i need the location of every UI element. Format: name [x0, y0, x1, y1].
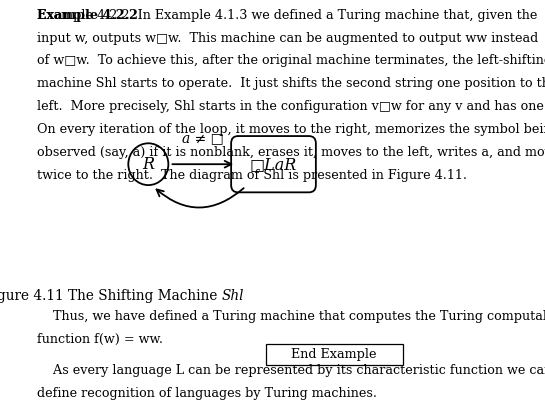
Text: observed (say, a) if it is nonblank, erases it, moves to the left, writes a, and: observed (say, a) if it is nonblank, era…: [38, 146, 545, 159]
Text: function f(w) = ww.: function f(w) = ww.: [38, 333, 164, 346]
Text: Shl: Shl: [221, 289, 244, 303]
Text: input w, outputs w□w.  This machine can be augmented to output ww instead: input w, outputs w□w. This machine can b…: [38, 32, 538, 45]
Text: On every iteration of the loop, it moves to the right, memorizes the symbol bein: On every iteration of the loop, it moves…: [38, 123, 545, 136]
Text: Figure 4.11 The Shifting Machine: Figure 4.11 The Shifting Machine: [0, 289, 221, 303]
Text: □LaR: □LaR: [250, 156, 297, 173]
Text: As every language L can be represented by its characteristic function we can: As every language L can be represented b…: [38, 364, 545, 377]
Text: Example 4.2.2  In Example 4.1.3 we defined a Turing machine that, given the: Example 4.2.2 In Example 4.1.3 we define…: [38, 9, 538, 21]
Text: of w□w.  To achieve this, after the original machine terminates, the left-shifti: of w□w. To achieve this, after the origi…: [38, 54, 545, 68]
Text: R: R: [142, 156, 154, 173]
Text: End Example: End Example: [292, 348, 377, 361]
Text: machine Shl starts to operate.  It just shifts the second string one position to: machine Shl starts to operate. It just s…: [38, 77, 545, 90]
Text: twice to the right.  The diagram of Shl is presented in Figure 4.11.: twice to the right. The diagram of Shl i…: [38, 169, 468, 182]
Text: left.  More precisely, Shl starts in the configuration v□w for any v and has one: left. More precisely, Shl starts in the …: [38, 100, 545, 113]
Text: Example 4.2.2: Example 4.2.2: [38, 9, 138, 21]
Text: a ≠ □: a ≠ □: [183, 131, 224, 145]
Text: Thus, we have defined a Turing machine that computes the Turing computable: Thus, we have defined a Turing machine t…: [38, 310, 545, 323]
Text: define recognition of languages by Turing machines.: define recognition of languages by Turin…: [38, 387, 378, 400]
